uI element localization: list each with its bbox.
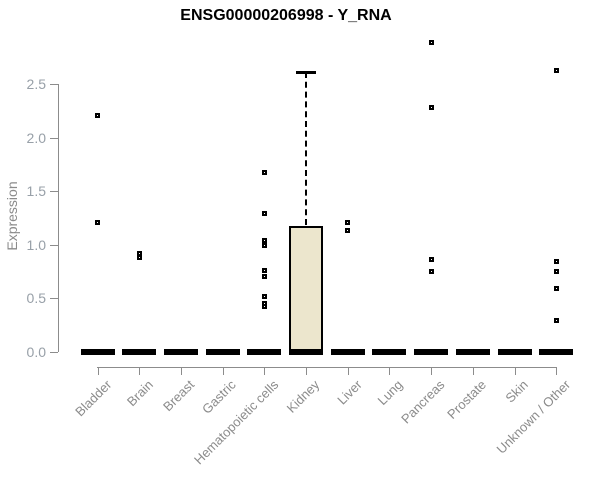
y-axis-tick	[50, 191, 58, 193]
box-rect	[289, 225, 323, 352]
median-bar	[80, 349, 115, 355]
outlier-point	[345, 219, 351, 225]
x-tick-label: Unknown / Other	[493, 377, 573, 457]
x-tick-label: Breast	[160, 377, 198, 415]
median-bar	[247, 349, 282, 355]
outlier-point	[553, 67, 559, 73]
x-axis-line	[97, 367, 557, 368]
upper-whisker-cap	[296, 71, 316, 75]
outlier-point	[136, 250, 142, 256]
upper-whisker	[305, 72, 307, 226]
y-axis-tick	[50, 352, 58, 353]
outlier-point	[261, 243, 267, 249]
median-bar	[330, 349, 365, 355]
outlier-point	[261, 170, 267, 176]
x-axis-tick	[389, 368, 391, 375]
outlier-point	[553, 259, 559, 265]
x-axis-tick	[347, 368, 349, 375]
outlier-point	[95, 112, 100, 118]
x-axis-tick	[139, 368, 141, 375]
y-axis-tick	[50, 298, 58, 300]
outlier-point	[428, 269, 434, 275]
x-tick-label: Pancreas	[398, 377, 448, 427]
outlier-point	[261, 238, 267, 243]
outlier-point	[136, 255, 142, 261]
x-tick-label: Prostate	[444, 377, 490, 422]
y-tick-label: 1.0	[26, 236, 46, 253]
outlier-point	[261, 274, 267, 280]
chart-title: ENSG00000206998 - Y_RNA	[180, 7, 392, 24]
x-tick-label: Bladder	[71, 377, 115, 420]
x-axis-tick	[556, 368, 558, 375]
y-tick-label: 1.5	[26, 183, 46, 200]
y-axis-line	[58, 84, 59, 352]
y-axis-tick	[50, 84, 58, 85]
median-bar	[497, 349, 532, 355]
x-axis-tick	[222, 368, 224, 375]
median-bar	[372, 349, 407, 355]
median-bar	[122, 349, 157, 355]
outlier-point	[345, 228, 351, 234]
y-axis-tick	[50, 137, 58, 139]
x-axis-tick	[180, 368, 182, 375]
x-tick-label: Liver	[333, 377, 365, 408]
median-bar	[539, 349, 574, 355]
outlier-point	[428, 105, 434, 111]
y-tick-label: 2.0	[26, 129, 46, 146]
outlier-point	[428, 257, 434, 263]
median-bar	[414, 349, 449, 355]
x-axis-tick	[97, 368, 99, 375]
median-bar	[455, 349, 490, 355]
y-tick-label: 2.5	[26, 76, 46, 92]
x-axis-tick	[514, 368, 516, 375]
median-bar	[205, 349, 240, 355]
median-bar	[163, 349, 198, 355]
outlier-point	[553, 286, 559, 292]
median-bar	[289, 349, 323, 355]
x-tick-label: Kidney	[283, 377, 323, 416]
outlier-point	[261, 293, 267, 299]
x-tick-label: Lung	[374, 377, 407, 409]
outlier-point	[553, 318, 559, 324]
outlier-point	[428, 39, 434, 45]
y-axis-tick	[50, 244, 58, 246]
y-tick-label: 0.0	[26, 344, 46, 360]
x-tick-label: Gastric	[199, 377, 240, 417]
x-axis-tick	[431, 368, 433, 375]
x-axis-tick	[306, 368, 307, 375]
outlier-point	[553, 269, 559, 275]
outlier-point	[95, 219, 100, 225]
x-tick-label: Brain	[123, 377, 156, 410]
outlier-point	[261, 268, 267, 274]
outlier-point	[261, 304, 267, 310]
x-axis-tick	[472, 368, 474, 375]
x-tick-label: Skin	[502, 377, 532, 406]
x-axis-tick	[264, 368, 266, 375]
outlier-point	[261, 211, 267, 217]
y-tick-label: 0.5	[26, 290, 46, 307]
